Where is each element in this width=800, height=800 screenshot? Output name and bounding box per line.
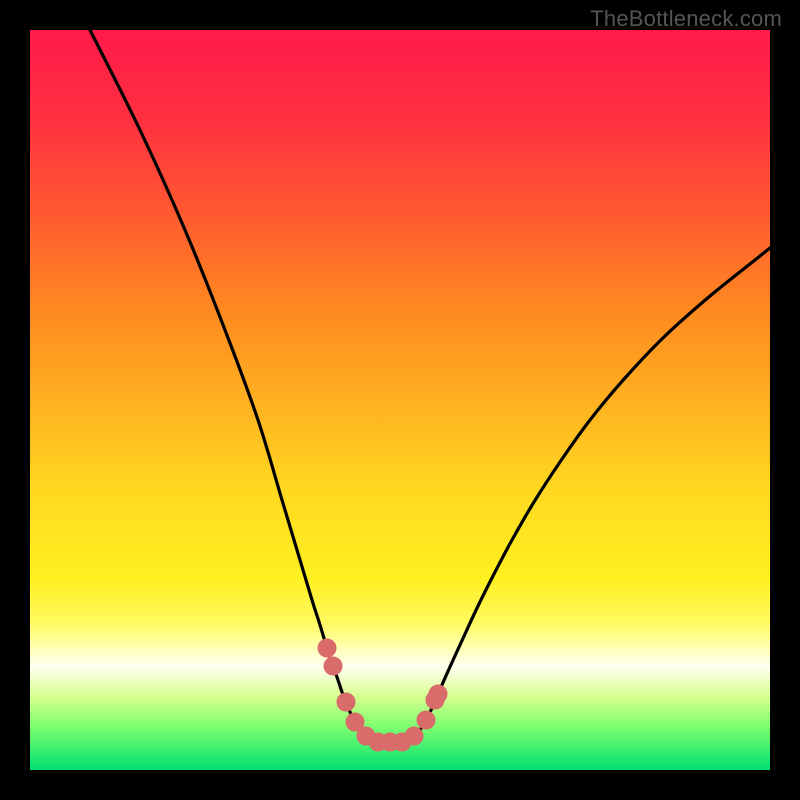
chart-container: TheBottleneck.com <box>0 0 800 800</box>
marker-point <box>405 727 423 745</box>
marker-point <box>337 693 355 711</box>
marker-point <box>318 639 336 657</box>
marker-point <box>417 711 435 729</box>
marker-point <box>429 685 447 703</box>
bottleneck-chart <box>0 0 800 800</box>
watermark-text: TheBottleneck.com <box>590 6 782 32</box>
plot-background <box>30 30 770 770</box>
marker-point <box>324 657 342 675</box>
